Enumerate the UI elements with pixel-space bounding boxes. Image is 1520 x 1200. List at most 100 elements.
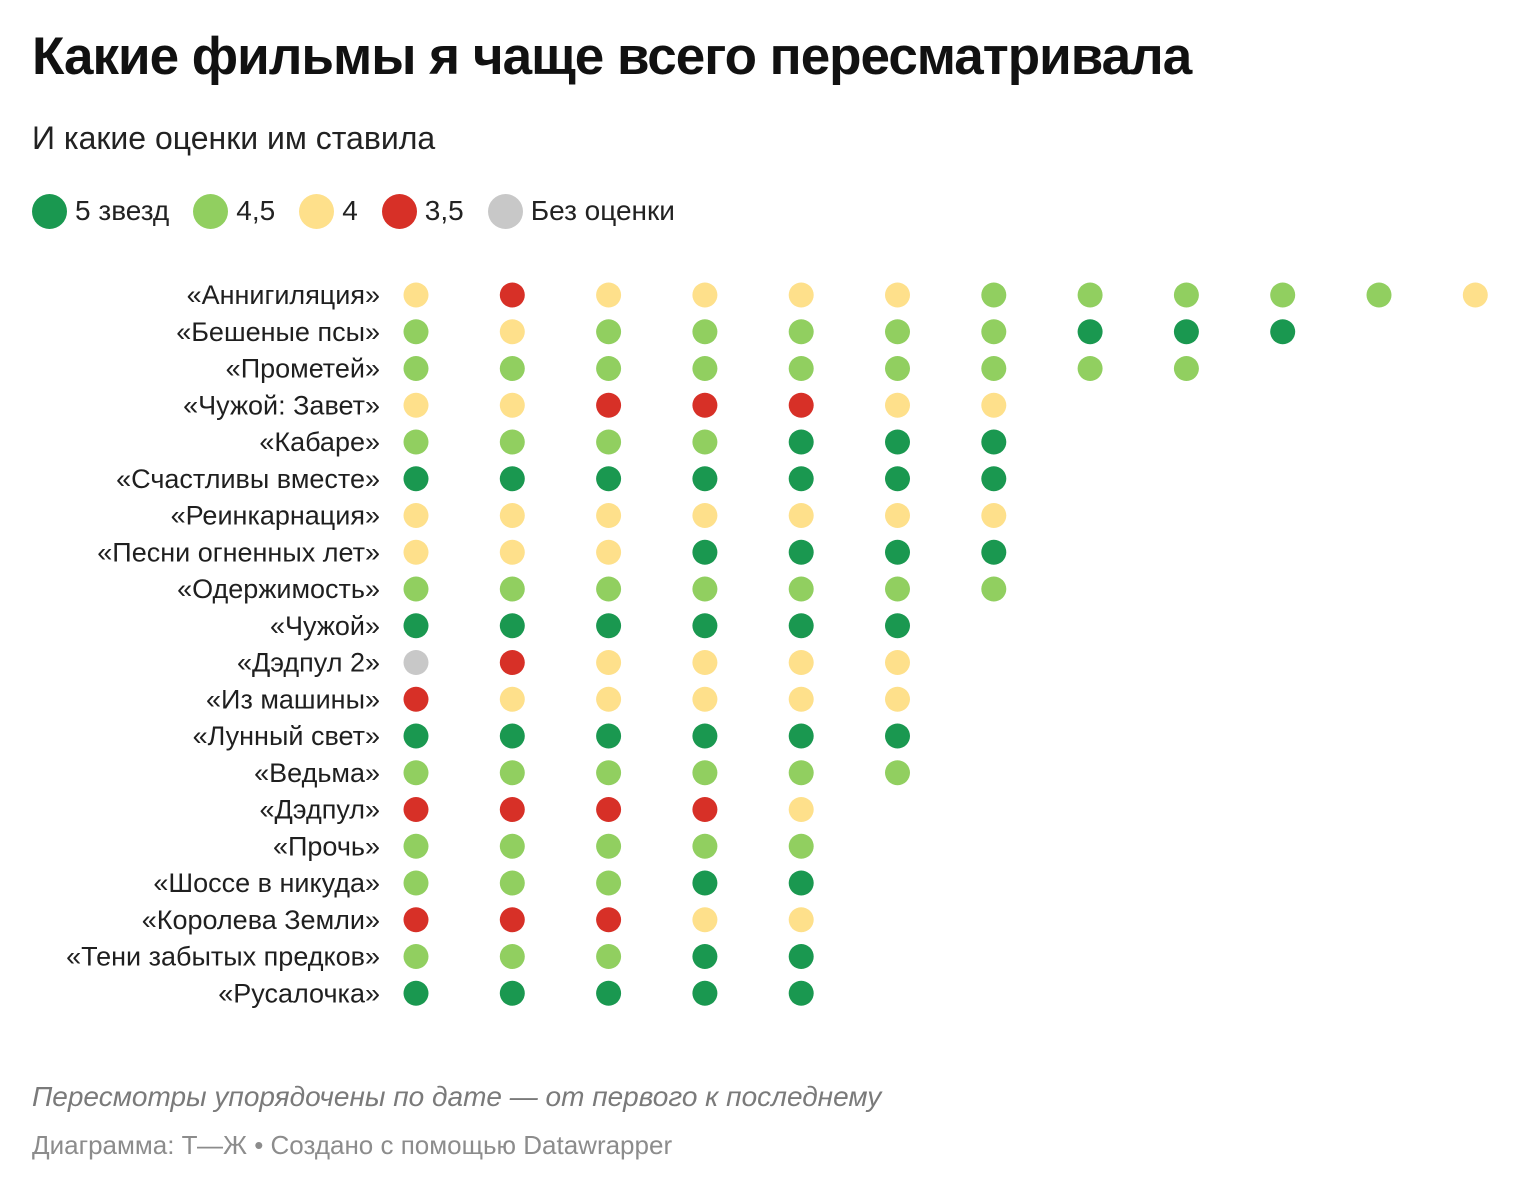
rating-dot [403,503,429,528]
legend-label: 4 [342,195,358,226]
rating-dot [788,833,814,859]
rating-dot [788,797,814,822]
rating-dot [499,282,525,308]
rating-dot [885,429,910,455]
rating-dot [788,650,814,675]
rating-dot [499,723,525,749]
rating-dot [596,613,622,639]
chart-credits: Диаграмма: Т—Ж • Создано с помощью Dataw… [32,1130,673,1160]
rating-dot [885,760,910,786]
rating-dot [981,392,1007,418]
rating-dot [885,356,910,381]
rating-dot [692,392,718,418]
rating-dot [596,723,622,749]
legend-item-5: 5 звезд [32,193,169,229]
rating-dot [596,539,622,565]
rating-dot [981,356,1007,381]
rating-dot [403,833,429,859]
rating-dot [692,686,718,712]
rating-dot [1173,356,1199,381]
rating-dot [981,466,1007,492]
rating-dot [499,907,525,933]
rating-dot [403,944,429,969]
rating-dot [499,613,525,639]
rating-dot [885,576,910,602]
rating-dot [499,356,525,381]
rating-dot [692,613,718,639]
rating-dot [403,870,429,896]
rating-dot [692,319,718,345]
row-label: «Королева Земли» [142,905,380,935]
chart-subtitle: И какие оценки им ставила [32,120,436,156]
rating-dot [596,980,622,1006]
row-label: «Песни огненных лет» [97,537,380,567]
rating-dot [885,650,910,675]
rating-dot [1077,282,1103,308]
rating-dot [692,576,718,602]
rating-dot [403,429,429,455]
rating-dot [1270,319,1296,345]
rating-dot [499,870,525,896]
rating-dot [981,503,1007,528]
rating-dot [499,833,525,859]
rating-dot [981,282,1007,308]
legend-label: Без оценки [530,195,675,226]
rating-dot [499,944,525,969]
rating-dot [499,466,525,492]
rating-dot [596,650,622,675]
legend-swatch [487,193,523,229]
rating-dot [499,503,525,528]
rating-dot [692,797,718,822]
rating-dot [403,686,429,712]
rating-dot [499,392,525,418]
row-label: «Тени забытых предков» [66,942,380,972]
rating-dot [499,797,525,822]
rating-dot [885,503,910,528]
rating-dot [788,392,814,418]
rating-dot [403,356,429,381]
rating-dot [692,833,718,859]
rating-dot [885,613,910,639]
legend-swatch [381,193,417,229]
row-label: «Одержимость» [177,574,380,604]
rating-dot [403,466,429,492]
rating-dot [499,429,525,455]
rating-dot [596,797,622,822]
rating-dot [692,356,718,381]
rating-dot [788,944,814,969]
rating-dot [403,980,429,1006]
rating-dot [499,650,525,675]
rating-dot [499,980,525,1006]
rating-dot [692,980,718,1006]
legend-item-4: 4 [299,193,358,229]
rating-dot [788,503,814,528]
legend-swatch [299,193,335,229]
chart-title: Какие фильмы я чаще всего пересматривала [32,27,1192,86]
rating-dot [596,392,622,418]
rating-dot [885,686,910,712]
row-label: «Шоссе в никуда» [153,868,380,898]
row-label: «Бешеные псы» [176,317,380,347]
legend: 5 звезд 4,5 4 3,5 Без оценки [32,191,699,231]
row-label: «Прометей» [226,354,380,384]
legend-item-no-rating: Без оценки [487,193,675,229]
rating-dot [403,797,429,822]
row-label: «Из машины» [206,684,380,714]
rating-dot [403,319,429,345]
rating-dot [692,466,718,492]
rating-dot [692,760,718,786]
rating-dot [403,760,429,786]
rating-dot [788,907,814,933]
rating-dot [981,429,1007,455]
row-label: «Счастливы вместе» [116,464,380,494]
row-label: «Чужой: Завет» [183,390,380,420]
row-label: «Кабаре» [259,427,380,457]
rating-dot [403,539,429,565]
dot-matrix-chart: «Аннигиляция» «Бешеные псы» «Прометей» «Чуж… [66,280,1488,1008]
rating-dot [692,539,718,565]
row-label: «Реинкарнация» [171,501,380,531]
rating-dot [596,319,622,345]
rating-dot [596,870,622,896]
rating-dot [499,539,525,565]
rating-dot [1462,282,1488,308]
